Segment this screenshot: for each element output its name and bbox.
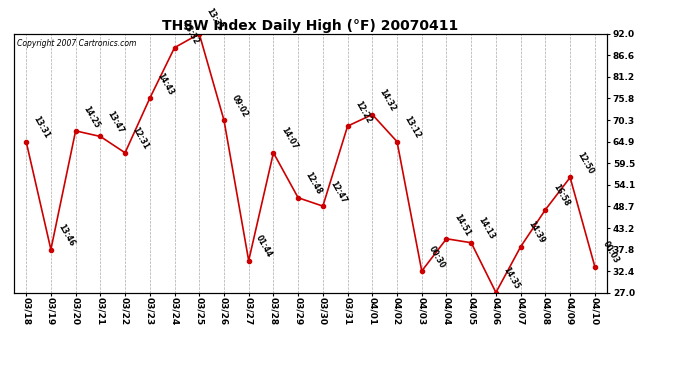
Text: 12:47: 12:47 bbox=[328, 179, 348, 205]
Text: 00:03: 00:03 bbox=[600, 240, 620, 265]
Text: 12:48: 12:48 bbox=[304, 171, 324, 196]
Text: 16:58: 16:58 bbox=[551, 183, 571, 208]
Text: 13:47: 13:47 bbox=[106, 110, 126, 135]
Text: 14:43: 14:43 bbox=[155, 72, 175, 97]
Text: 13:12: 13:12 bbox=[402, 115, 422, 140]
Text: 13:31: 13:31 bbox=[32, 115, 52, 140]
Text: 13:31: 13:31 bbox=[205, 7, 225, 32]
Text: 14:51: 14:51 bbox=[452, 212, 472, 237]
Text: Copyright 2007 Cartronics.com: Copyright 2007 Cartronics.com bbox=[17, 39, 136, 48]
Text: 13:32: 13:32 bbox=[180, 21, 200, 46]
Text: 00:30: 00:30 bbox=[427, 244, 447, 270]
Text: 01:44: 01:44 bbox=[254, 234, 274, 259]
Text: 12:22: 12:22 bbox=[353, 99, 373, 125]
Text: 13:46: 13:46 bbox=[57, 223, 77, 248]
Text: 09:02: 09:02 bbox=[230, 93, 249, 119]
Text: 14:25: 14:25 bbox=[81, 104, 101, 129]
Text: 14:32: 14:32 bbox=[378, 88, 397, 113]
Text: 14:39: 14:39 bbox=[526, 220, 546, 245]
Text: 14:35: 14:35 bbox=[502, 266, 521, 291]
Text: 12:50: 12:50 bbox=[575, 151, 595, 176]
Text: 14:13: 14:13 bbox=[477, 216, 497, 242]
Text: 14:07: 14:07 bbox=[279, 126, 299, 152]
Text: 12:31: 12:31 bbox=[130, 126, 150, 152]
Title: THSW Index Daily High (°F) 20070411: THSW Index Daily High (°F) 20070411 bbox=[162, 19, 459, 33]
